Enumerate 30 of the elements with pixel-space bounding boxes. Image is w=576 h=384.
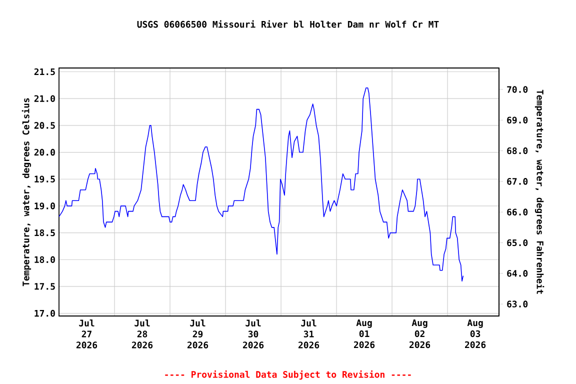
y2-tick-label: 64.0 [507, 270, 528, 277]
y-tick-label: 17.0 [34, 310, 55, 317]
text: ---- Provisional Data Subject to Revision ---- [165, 370, 411, 380]
y-tick-label: 18.5 [34, 229, 55, 236]
y-tick-label: 20.5 [34, 122, 55, 129]
y-tick-label: 19.0 [34, 202, 55, 210]
y-tick-label: 20.0 [34, 148, 55, 156]
y-axis-title: Temperature, water, degrees Celsius [22, 98, 32, 286]
x-tick-label: Aug 03 2026 [465, 320, 486, 348]
y2-tick-label: 67.0 [507, 178, 528, 185]
y2-tick-label: 69.0 [507, 116, 528, 124]
x-tick-label: Aug 01 2026 [354, 320, 375, 348]
y-tick-label: 21.0 [34, 95, 55, 102]
chart-title: USGS 06066500 Missouri River bl Holter Dam nr Wolf Cr MT [137, 20, 439, 28]
x-tick-label: Jul 28 2026 [132, 320, 153, 348]
y2-tick-label: 63.0 [507, 300, 528, 308]
y2-tick-label: 68.0 [507, 147, 528, 154]
x-tick-label: Jul 27 2026 [76, 320, 98, 348]
y2-tick-label: 70.0 [507, 86, 528, 93]
x-tick-label: Jul 30 2026 [242, 320, 264, 348]
y2-axis-title: Temperature, water, degrees Fahrenheit [534, 90, 544, 294]
y2-tick-label: 65.0 [507, 239, 528, 246]
y-tick-label: 18.0 [34, 256, 55, 264]
y-tick-label: 19.5 [34, 176, 55, 182]
x-tick-label: Jul 31 2026 [298, 320, 320, 348]
x-tick-label: Jul 29 2026 [187, 320, 208, 348]
y2-tick-label: 66.0 [507, 208, 528, 216]
y-tick-label: 17.5 [34, 283, 55, 290]
x-tick-label: Aug 02 2026 [410, 320, 430, 348]
y-tick-label: 21.5 [34, 68, 55, 76]
